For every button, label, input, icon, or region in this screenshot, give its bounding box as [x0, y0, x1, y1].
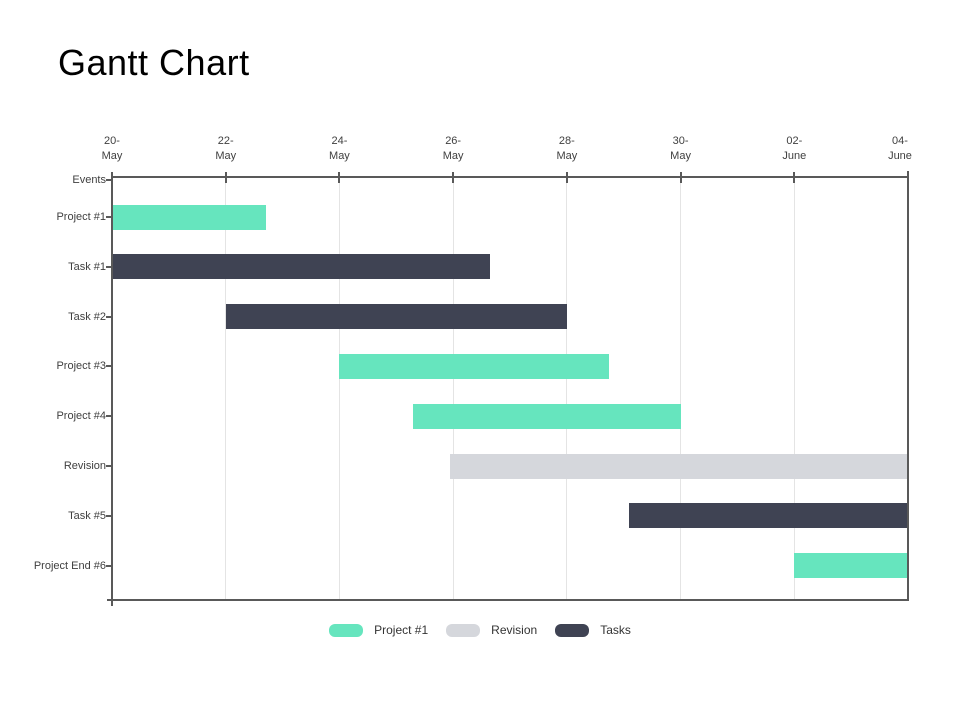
row-tick: [106, 265, 112, 268]
x-axis-label-line1: 22-: [217, 135, 234, 147]
x-axis-label-line1: 20-: [104, 135, 120, 147]
axis-line-bottom: [107, 599, 909, 601]
x-axis-label-line1: 28-: [558, 135, 575, 147]
row-label-events: Events: [72, 174, 106, 186]
row-label-project-end-6: Project End #6: [33, 559, 106, 572]
gridline: [566, 177, 568, 600]
row-tick: [106, 564, 112, 567]
x-axis-label-line2: May: [442, 150, 464, 162]
row-label-revision: Revision: [63, 460, 106, 472]
gantt-bar-task-5[interactable]: [629, 503, 908, 529]
legend-swatch-revision: [446, 623, 481, 637]
gridline: [225, 177, 227, 600]
axis-line-right: [907, 171, 909, 601]
x-axis-label-line1: 26-: [445, 135, 462, 147]
chart-title[interactable]: Gantt Chart: [58, 42, 250, 83]
x-axis-label-line1: 02-: [786, 135, 803, 147]
x-axis-label: 22- May: [191, 134, 261, 164]
x-axis-label-line2: May: [556, 150, 578, 162]
row-label-task-5: Task #5: [68, 509, 106, 522]
x-axis-label-line1: 04-: [892, 135, 908, 147]
gridline: [338, 177, 340, 600]
row-tick: [106, 465, 112, 467]
gantt-bar-project-3[interactable]: [339, 353, 610, 379]
row-label-task-2: Task #2: [68, 310, 106, 323]
x-axis-label: 28- May: [532, 134, 602, 164]
x-axis-label-line2: June: [888, 150, 912, 162]
gridline: [680, 177, 682, 600]
row-label-task-1: Task #1: [68, 260, 106, 273]
x-axis-label-line1: 30-: [672, 135, 689, 147]
gantt-bar-revision[interactable]: [450, 453, 908, 479]
legend-label: Revision: [491, 623, 538, 637]
row-label-project-4: Project #4: [56, 410, 106, 423]
axis-line-left: [111, 176, 113, 606]
x-axis-label: 04- June: [865, 134, 935, 164]
row-tick: [106, 365, 112, 368]
axis-line-top: [111, 176, 909, 178]
row-tick: [106, 415, 112, 418]
row-label-project-3: Project #3: [56, 360, 106, 373]
legend-label: Tasks: [600, 623, 631, 637]
legend-swatch-project-1: [329, 623, 364, 637]
gantt-bar-task-1[interactable]: [112, 254, 491, 280]
x-axis-label-line2: June: [782, 150, 807, 162]
x-axis-label-line2: May: [215, 150, 237, 162]
x-axis-label: 02- June: [759, 134, 829, 164]
x-axis-label: 26- May: [418, 134, 488, 164]
x-axis-label-line2: May: [101, 150, 123, 162]
row-tick: [106, 216, 112, 218]
row-label-project-1: Project #1: [56, 211, 106, 223]
gridline: [793, 177, 795, 600]
legend-swatch-tasks: [555, 623, 590, 637]
row-tick: [106, 315, 112, 318]
x-axis-label-line2: May: [670, 150, 691, 162]
x-axis-label: 30- May: [646, 134, 716, 164]
row-tick: [106, 514, 112, 517]
gantt-bar-task-2[interactable]: [225, 304, 567, 330]
x-axis-label-line1: 24-: [331, 135, 348, 147]
gridline: [452, 177, 454, 600]
x-axis-label: 20- May: [77, 134, 147, 164]
chart-legend: Project #1 Revision Tasks: [0, 622, 960, 638]
legend-item-tasks[interactable]: Tasks: [555, 622, 631, 638]
legend-label: Project #1: [374, 623, 429, 637]
gantt-bar-project-1[interactable]: [112, 204, 266, 230]
x-axis-label-line2: May: [329, 150, 350, 162]
row-tick: [106, 179, 112, 181]
legend-item-project-1[interactable]: Project #1: [329, 622, 428, 638]
legend-item-revision[interactable]: Revision: [446, 622, 537, 638]
x-axis-label: 24- May: [304, 134, 374, 164]
gantt-bar-project-end-6[interactable]: [794, 553, 908, 579]
gantt-bar-project-4[interactable]: [413, 403, 681, 429]
